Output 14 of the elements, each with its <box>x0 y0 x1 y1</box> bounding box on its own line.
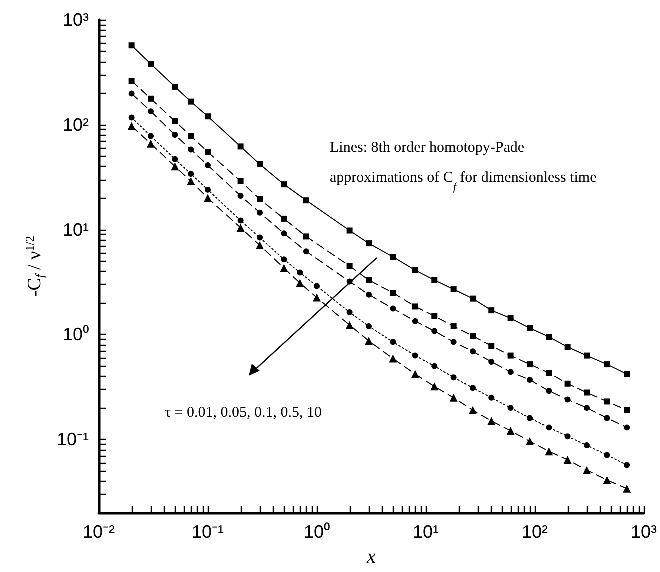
y-tick-label: 10⁰ <box>62 324 89 345</box>
y-tick-label: 10³ <box>62 10 90 30</box>
y-tick-label: 10¹ <box>62 220 90 240</box>
y-tick-label: 10² <box>62 114 90 135</box>
x-tick-label: 10¹ <box>412 522 440 542</box>
y-axis-title: -Cf / ν1/2 <box>23 236 48 298</box>
x-tick-label: 10³ <box>630 522 658 542</box>
y-tick-label: 10⁻¹ <box>56 430 90 450</box>
x-tick-label: 10⁻¹ <box>192 522 224 542</box>
x-axis-title: x <box>366 546 376 568</box>
x-tick-label: 10² <box>522 522 548 542</box>
x-tick-label: 10⁻² <box>82 522 116 542</box>
x-tick-label: 10⁰ <box>304 522 330 542</box>
annotation: τ = 0.01, 0.05, 0.1, 0.5, 10 <box>165 405 322 421</box>
